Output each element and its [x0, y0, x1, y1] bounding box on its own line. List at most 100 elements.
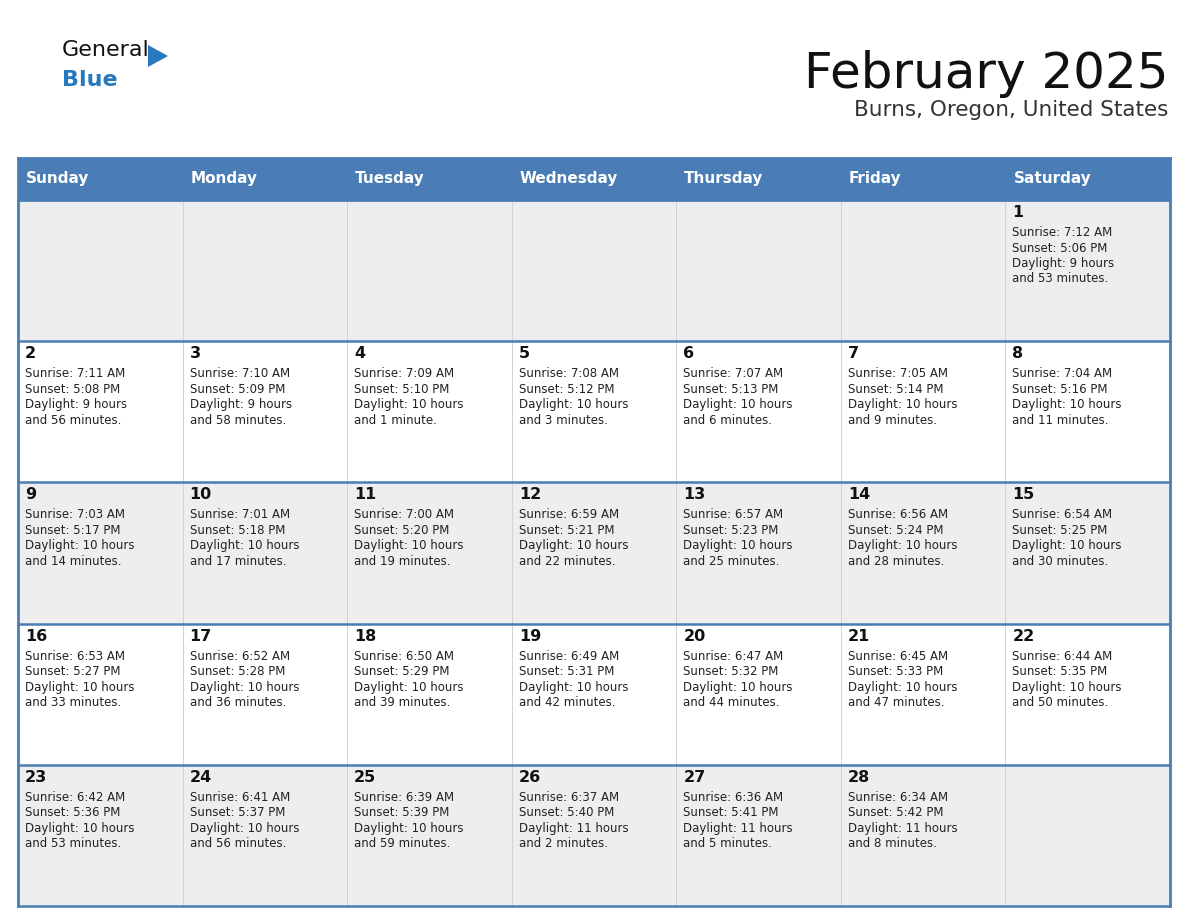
Text: Sunrise: 6:56 AM: Sunrise: 6:56 AM — [848, 509, 948, 521]
Text: 1: 1 — [1012, 205, 1024, 220]
Text: Sunset: 5:39 PM: Sunset: 5:39 PM — [354, 806, 449, 819]
Text: Daylight: 10 hours: Daylight: 10 hours — [190, 680, 299, 694]
Text: Sunset: 5:25 PM: Sunset: 5:25 PM — [1012, 524, 1107, 537]
Text: and 1 minute.: and 1 minute. — [354, 414, 437, 427]
Bar — [18, 765, 183, 906]
Text: 10: 10 — [190, 487, 211, 502]
Bar — [1005, 158, 1170, 200]
Text: Sunset: 5:09 PM: Sunset: 5:09 PM — [190, 383, 285, 396]
Text: and 5 minutes.: and 5 minutes. — [683, 837, 772, 850]
Text: Sunrise: 7:04 AM: Sunrise: 7:04 AM — [1012, 367, 1112, 380]
Text: 19: 19 — [519, 629, 541, 644]
Text: 7: 7 — [848, 346, 859, 361]
Bar — [1005, 765, 1170, 906]
Bar — [512, 482, 676, 623]
Bar — [676, 158, 841, 200]
Text: and 39 minutes.: and 39 minutes. — [354, 696, 450, 709]
Bar — [512, 623, 676, 765]
Text: Sunrise: 6:45 AM: Sunrise: 6:45 AM — [848, 650, 948, 663]
Bar — [1005, 341, 1170, 482]
Text: and 3 minutes.: and 3 minutes. — [519, 414, 607, 427]
Text: Sunset: 5:33 PM: Sunset: 5:33 PM — [848, 666, 943, 678]
Text: and 2 minutes.: and 2 minutes. — [519, 837, 608, 850]
Text: Daylight: 10 hours: Daylight: 10 hours — [683, 398, 792, 411]
Text: Sunset: 5:23 PM: Sunset: 5:23 PM — [683, 524, 778, 537]
Text: Sunset: 5:40 PM: Sunset: 5:40 PM — [519, 806, 614, 819]
Bar — [841, 158, 1005, 200]
Text: and 22 minutes.: and 22 minutes. — [519, 554, 615, 568]
Bar — [347, 482, 512, 623]
Text: Daylight: 11 hours: Daylight: 11 hours — [848, 822, 958, 834]
Bar — [347, 341, 512, 482]
Text: Burns, Oregon, United States: Burns, Oregon, United States — [854, 100, 1168, 120]
Text: Friday: Friday — [849, 172, 902, 186]
Bar — [18, 482, 183, 623]
Bar — [18, 341, 183, 482]
Bar — [841, 623, 1005, 765]
Bar — [183, 158, 347, 200]
Text: Daylight: 10 hours: Daylight: 10 hours — [190, 822, 299, 834]
Text: Daylight: 10 hours: Daylight: 10 hours — [519, 680, 628, 694]
Text: Sunset: 5:28 PM: Sunset: 5:28 PM — [190, 666, 285, 678]
Text: Daylight: 10 hours: Daylight: 10 hours — [354, 540, 463, 553]
Text: 17: 17 — [190, 629, 211, 644]
Text: and 47 minutes.: and 47 minutes. — [848, 696, 944, 709]
Text: Sunset: 5:16 PM: Sunset: 5:16 PM — [1012, 383, 1108, 396]
Text: Daylight: 9 hours: Daylight: 9 hours — [25, 398, 127, 411]
Text: Sunset: 5:32 PM: Sunset: 5:32 PM — [683, 666, 778, 678]
Text: 9: 9 — [25, 487, 36, 502]
Text: Daylight: 10 hours: Daylight: 10 hours — [1012, 540, 1121, 553]
Text: Daylight: 10 hours: Daylight: 10 hours — [519, 540, 628, 553]
Text: Sunrise: 7:10 AM: Sunrise: 7:10 AM — [190, 367, 290, 380]
Bar — [676, 200, 841, 341]
Text: 3: 3 — [190, 346, 201, 361]
Text: 6: 6 — [683, 346, 695, 361]
Text: Sunrise: 7:05 AM: Sunrise: 7:05 AM — [848, 367, 948, 380]
Text: Sunset: 5:20 PM: Sunset: 5:20 PM — [354, 524, 449, 537]
Text: and 44 minutes.: and 44 minutes. — [683, 696, 779, 709]
Text: Sunrise: 6:44 AM: Sunrise: 6:44 AM — [1012, 650, 1113, 663]
Text: and 50 minutes.: and 50 minutes. — [1012, 696, 1108, 709]
Bar — [18, 158, 183, 200]
Text: Wednesday: Wednesday — [519, 172, 618, 186]
Bar — [183, 765, 347, 906]
Bar — [347, 158, 512, 200]
Text: Sunset: 5:37 PM: Sunset: 5:37 PM — [190, 806, 285, 819]
Text: Sunrise: 6:52 AM: Sunrise: 6:52 AM — [190, 650, 290, 663]
Text: Sunset: 5:41 PM: Sunset: 5:41 PM — [683, 806, 779, 819]
Text: 25: 25 — [354, 770, 377, 785]
Text: 12: 12 — [519, 487, 541, 502]
Text: Sunset: 5:24 PM: Sunset: 5:24 PM — [848, 524, 943, 537]
Text: Sunrise: 6:50 AM: Sunrise: 6:50 AM — [354, 650, 454, 663]
Text: Sunrise: 6:42 AM: Sunrise: 6:42 AM — [25, 790, 125, 804]
Bar — [347, 623, 512, 765]
Bar — [841, 482, 1005, 623]
Polygon shape — [148, 45, 168, 67]
Text: Daylight: 10 hours: Daylight: 10 hours — [354, 680, 463, 694]
Text: Sunrise: 6:36 AM: Sunrise: 6:36 AM — [683, 790, 783, 804]
Text: and 58 minutes.: and 58 minutes. — [190, 414, 286, 427]
Bar — [841, 765, 1005, 906]
Text: and 36 minutes.: and 36 minutes. — [190, 696, 286, 709]
Bar — [512, 200, 676, 341]
Bar — [183, 341, 347, 482]
Text: 5: 5 — [519, 346, 530, 361]
Text: Monday: Monday — [190, 172, 258, 186]
Text: 14: 14 — [848, 487, 870, 502]
Text: Daylight: 10 hours: Daylight: 10 hours — [25, 822, 134, 834]
Text: Daylight: 10 hours: Daylight: 10 hours — [683, 680, 792, 694]
Text: Daylight: 9 hours: Daylight: 9 hours — [190, 398, 292, 411]
Text: General: General — [62, 40, 150, 60]
Text: Daylight: 10 hours: Daylight: 10 hours — [354, 822, 463, 834]
Bar — [183, 482, 347, 623]
Text: Saturday: Saturday — [1013, 172, 1092, 186]
Text: Sunrise: 6:39 AM: Sunrise: 6:39 AM — [354, 790, 454, 804]
Text: and 28 minutes.: and 28 minutes. — [848, 554, 944, 568]
Text: Daylight: 10 hours: Daylight: 10 hours — [1012, 398, 1121, 411]
Text: Daylight: 10 hours: Daylight: 10 hours — [519, 398, 628, 411]
Text: Sunrise: 7:03 AM: Sunrise: 7:03 AM — [25, 509, 125, 521]
Text: Sunset: 5:31 PM: Sunset: 5:31 PM — [519, 666, 614, 678]
Text: and 8 minutes.: and 8 minutes. — [848, 837, 936, 850]
Text: 15: 15 — [1012, 487, 1035, 502]
Bar — [676, 482, 841, 623]
